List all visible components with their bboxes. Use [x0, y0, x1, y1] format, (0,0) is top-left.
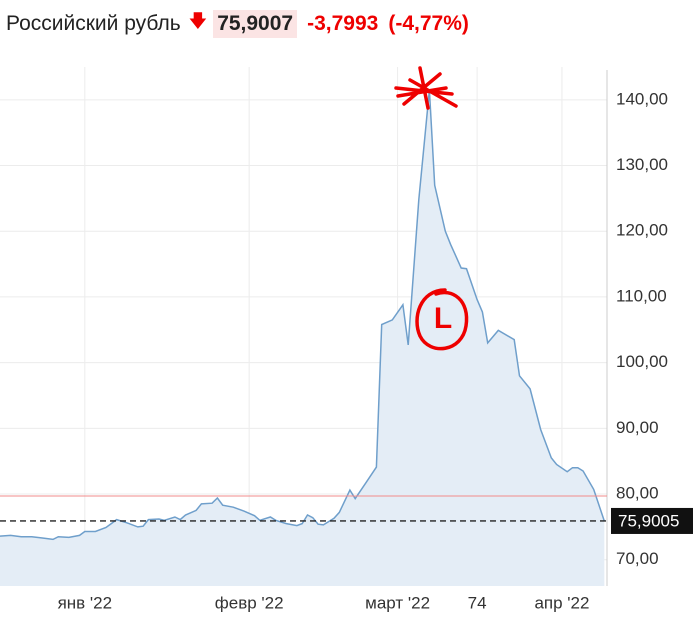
x-tick-label: апр '22: [534, 593, 589, 612]
y-tick-label: 70,00: [616, 549, 659, 568]
y-tick-label: 120,00: [616, 221, 668, 240]
area-fill: [0, 90, 605, 586]
star-scribble: [394, 66, 458, 110]
change-percent: (-4,77%): [388, 12, 469, 35]
header: Российский рубль 🡇 75,9007 -3,7993 (-4,7…: [6, 8, 469, 40]
y-tick-label: 90,00: [616, 418, 659, 437]
y-tick-label: 110,00: [616, 286, 667, 305]
y-tick-label: 100,00: [616, 352, 668, 371]
y-tick-label: 130,00: [616, 155, 668, 174]
title: Российский рубль: [6, 12, 181, 35]
x-tick-label: март '22: [365, 593, 430, 612]
last-value-label: 75,9005: [618, 511, 679, 530]
y-tick-label: 140,00: [616, 89, 668, 108]
x-tick-label: янв '22: [58, 593, 113, 612]
last-value-box: [611, 507, 693, 534]
change: -3,7993: [307, 12, 379, 35]
x-tick-label: 74: [468, 593, 487, 612]
price-line: [0, 89, 606, 541]
down-arrow: 🡇: [188, 11, 208, 31]
annotations: [394, 66, 469, 351]
y-tick-label: 80,00: [616, 484, 659, 503]
x-tick-label: февр '22: [215, 593, 284, 612]
annotation-label: L: [434, 302, 452, 335]
circle-scribble: [415, 288, 469, 351]
price: 75,9007: [213, 10, 298, 38]
